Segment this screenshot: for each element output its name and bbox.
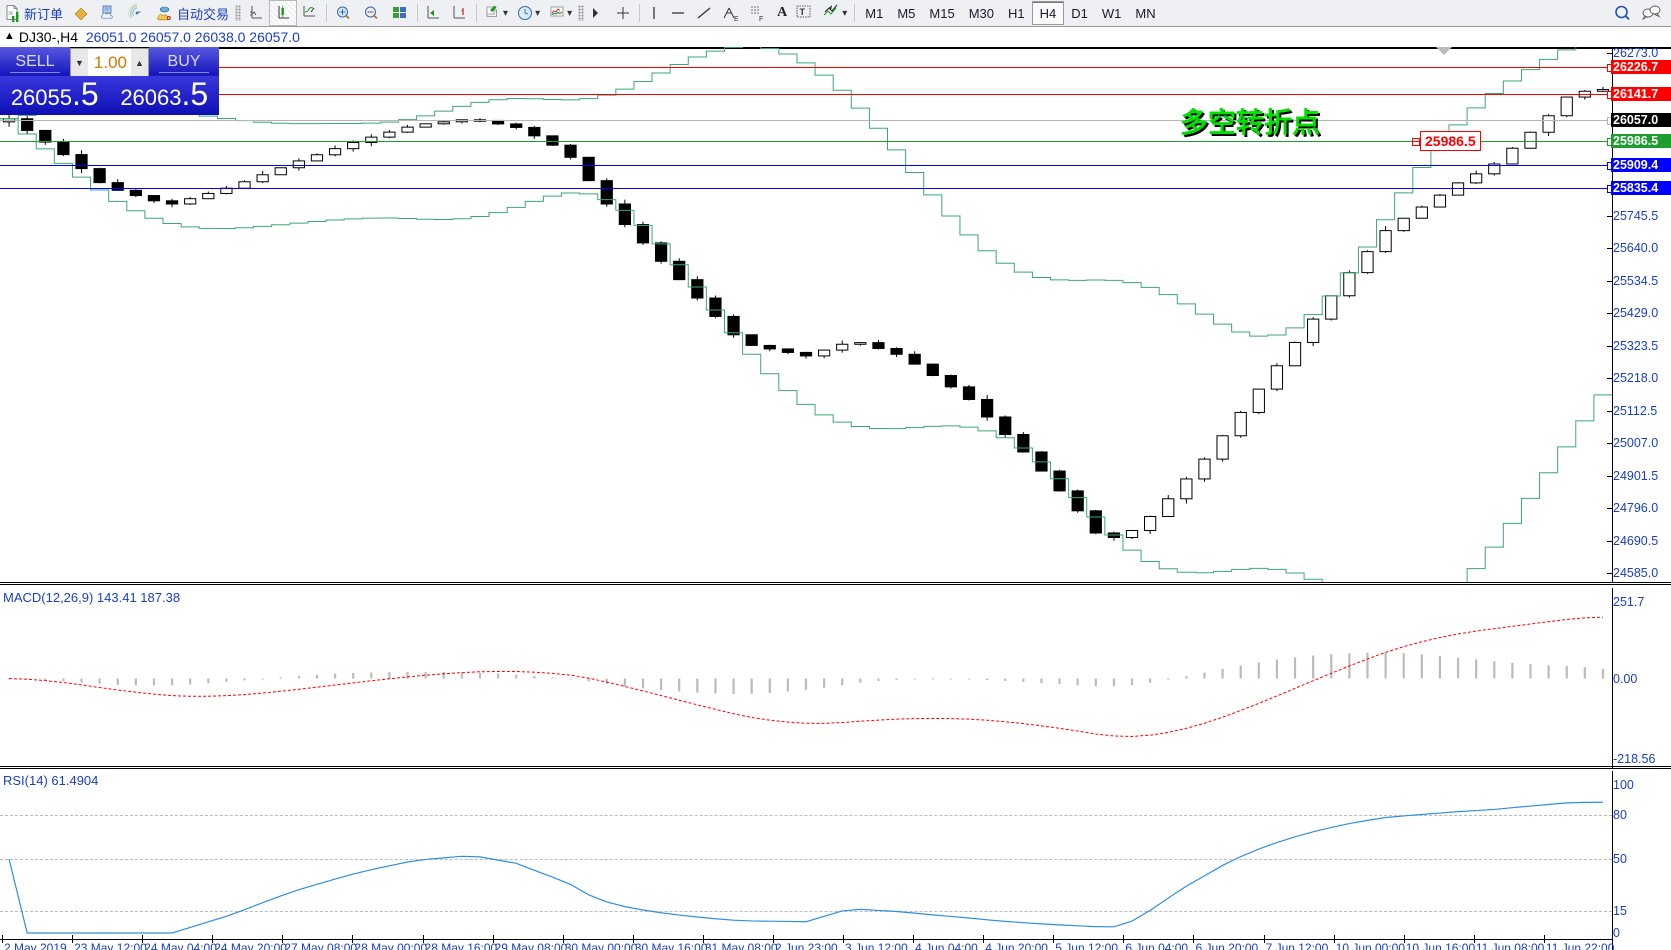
svg-text:T: T bbox=[800, 7, 806, 17]
svg-text:E: E bbox=[734, 16, 739, 22]
svg-text:F: F bbox=[759, 16, 763, 22]
